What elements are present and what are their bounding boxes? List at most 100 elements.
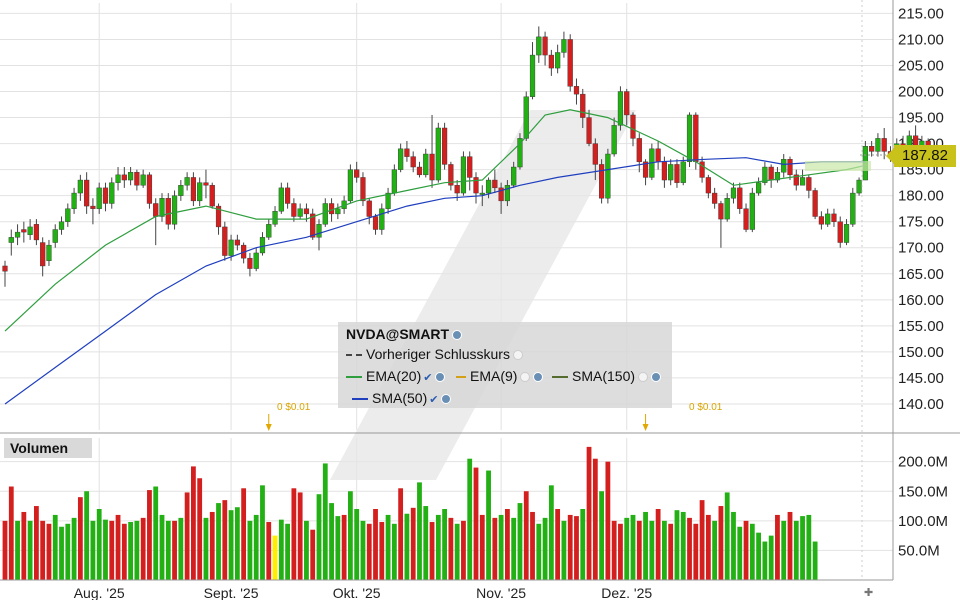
price-tick-label: 150.00 (898, 344, 944, 361)
candle-body (774, 172, 781, 181)
candle-body (881, 138, 887, 152)
legend-item-sma50[interactable]: SMA(50) ✔ (352, 390, 452, 406)
last-price-tag: 187.82 (886, 145, 956, 167)
candle (611, 117, 617, 157)
volume-bar (812, 541, 818, 580)
settings-dot-icon[interactable] (452, 330, 463, 341)
crosshair-icon[interactable]: ✚ (864, 587, 874, 599)
candle (837, 216, 843, 248)
legend-item-sma150[interactable]: SMA(150) (552, 368, 662, 384)
volume-bar (555, 509, 561, 580)
candle-body (586, 117, 592, 144)
checkmark-icon[interactable]: ✔ (429, 394, 439, 406)
volume-bar (52, 514, 58, 580)
candle-body (529, 54, 536, 97)
candle-body (599, 164, 605, 199)
visibility-dot-icon[interactable] (512, 350, 523, 361)
candle (712, 187, 718, 209)
candle (624, 88, 630, 126)
candle-body (705, 177, 711, 194)
candle-body (492, 179, 498, 189)
candle (410, 151, 416, 173)
candle (297, 203, 303, 220)
price-tick-label: 210.00 (898, 31, 944, 48)
legend-item-prev-close[interactable]: Vorheriger Schlusskurs (346, 346, 523, 362)
legend-panel[interactable]: NVDA@SMART Vorheriger Schlusskurs EMA(20… (338, 322, 672, 408)
volume-bar (586, 446, 592, 580)
volume-bar (718, 506, 724, 580)
legend-item-ema20[interactable]: EMA(20) ✔ (346, 368, 446, 384)
settings-dot-icon[interactable] (441, 394, 452, 405)
candle-body (555, 52, 561, 69)
candle (573, 78, 580, 105)
candle-body (310, 213, 316, 238)
candle (548, 49, 554, 76)
candle-body (454, 185, 460, 194)
volume-bar (724, 492, 730, 580)
volume-bar (492, 517, 498, 580)
candle (115, 167, 121, 191)
candle (184, 172, 190, 191)
candle-body (542, 36, 548, 56)
candle-body (768, 166, 774, 181)
candle (492, 169, 498, 194)
volume-bar (592, 458, 598, 580)
date-tick-label: Aug. '25 (74, 585, 125, 600)
settings-dot-icon[interactable] (651, 372, 662, 383)
candle (448, 161, 454, 191)
candle-body (21, 229, 27, 233)
candle-body (787, 159, 793, 176)
visibility-dot-icon[interactable] (638, 372, 649, 383)
legend-title: NVDA@SMART (346, 326, 463, 342)
settings-dot-icon[interactable] (435, 372, 446, 383)
volume-bar (448, 517, 454, 580)
dividend-label: 0 $0.01 (277, 402, 311, 413)
date-axis: Aug. '25 Sept. '25 Okt. '25 Nov. '25 Dez. '2… (74, 585, 653, 600)
moving-averages (4, 109, 888, 405)
candle-body (322, 203, 328, 225)
volume-bar (121, 523, 127, 580)
checkmark-icon[interactable]: ✔ (423, 372, 433, 384)
volume-bar (216, 503, 221, 580)
volume-bar (668, 523, 674, 580)
candle (404, 140, 410, 162)
volume-bar (775, 514, 780, 580)
candle (71, 187, 77, 214)
volume-bar (580, 509, 586, 580)
price-tick-label: 140.00 (898, 396, 944, 413)
price-tick-label: 195.00 (898, 110, 944, 127)
volume-bar (806, 514, 812, 580)
candle-body (718, 203, 724, 220)
visibility-dot-icon[interactable] (520, 372, 531, 383)
candle-body (843, 224, 850, 243)
candle-body (184, 177, 190, 186)
candle (77, 174, 83, 201)
volume-bar (662, 520, 667, 580)
candle-body (52, 229, 58, 243)
candle (762, 161, 768, 186)
volume-bar (743, 520, 749, 580)
watermark-logo (330, 110, 636, 480)
candle (812, 187, 818, 220)
candle (442, 122, 448, 170)
candle-body (467, 156, 473, 178)
candle (485, 177, 492, 199)
legend-item-ema9[interactable]: EMA(9) (456, 368, 544, 384)
volume-bar (40, 520, 46, 580)
volume-bar (517, 503, 523, 580)
volume-tick-label: 100.0M (898, 513, 948, 530)
volume-bar (140, 517, 146, 580)
candle-body (812, 190, 818, 217)
settings-dot-icon[interactable] (533, 372, 544, 383)
volume-bar (699, 500, 705, 580)
candle-body (354, 169, 360, 178)
volume-bar (611, 520, 617, 580)
candle-body (27, 226, 33, 235)
dividend-arrow-icon (265, 424, 272, 431)
volume-bar (2, 520, 8, 580)
candle-body (96, 187, 102, 209)
candle-body (624, 91, 630, 116)
candle-body (448, 164, 454, 186)
volume-bar (291, 488, 297, 580)
